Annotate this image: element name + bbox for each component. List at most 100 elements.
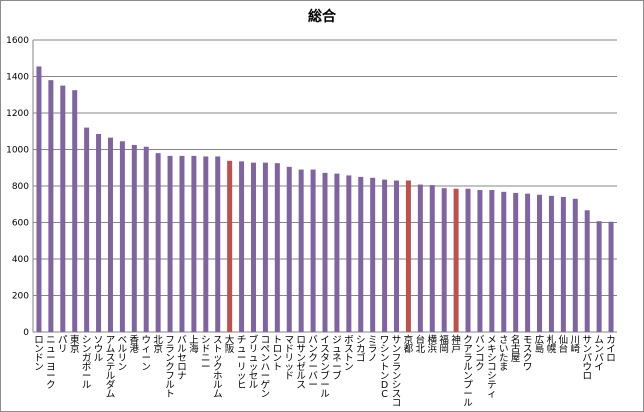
bar	[441, 188, 447, 332]
bar	[346, 175, 352, 332]
bar	[203, 156, 209, 332]
x-category-label: パリ	[58, 335, 68, 355]
x-category-label: イスタンブール	[320, 335, 330, 400]
bar	[525, 193, 531, 332]
bar	[429, 185, 435, 332]
bar	[262, 162, 268, 332]
y-tick-label: 1000	[6, 146, 29, 156]
x-category-label: 札幌	[547, 334, 557, 355]
y-tick-label: 0	[23, 328, 29, 338]
y-tick-label: 1600	[6, 36, 29, 46]
bar	[215, 156, 221, 332]
bar	[286, 166, 292, 332]
x-category-label: 名古屋	[511, 334, 521, 364]
x-category-label: モスクワ	[523, 335, 533, 373]
bar	[298, 169, 304, 332]
bar	[72, 90, 78, 332]
x-category-label: 横浜	[428, 334, 438, 355]
x-category-label: ジュネーブ	[332, 335, 342, 382]
x-category-label: ワシントン D C	[380, 335, 390, 400]
x-category-label: 川崎	[571, 335, 581, 355]
x-category-label: メキシコシティ	[487, 335, 497, 400]
x-category-label: カイロ	[606, 335, 616, 364]
bar	[465, 188, 471, 332]
y-tick-label: 200	[12, 292, 29, 302]
bar	[477, 190, 483, 332]
bar	[310, 169, 316, 332]
x-category-label: ムンバイ	[594, 335, 604, 373]
x-category-label: シドニー	[201, 335, 211, 373]
x-category-label: 上海	[189, 335, 199, 355]
bar	[155, 153, 161, 332]
bar	[250, 162, 256, 332]
x-category-label: 広島	[535, 334, 545, 355]
bar	[501, 191, 507, 332]
x-category-label: シンガポール	[82, 335, 92, 391]
x-category-label: 北京	[153, 335, 163, 355]
bar	[179, 155, 185, 332]
x-category-label: ミラノ	[368, 335, 378, 364]
x-category-label: ベルリン	[118, 335, 128, 373]
x-category-label: ボストン	[344, 335, 354, 373]
y-tick-label: 600	[12, 219, 29, 229]
x-category-label: サンパウロ	[582, 335, 592, 382]
x-category-label: ウィーン	[141, 335, 151, 373]
bar	[584, 210, 590, 332]
x-category-label: 福岡	[439, 334, 449, 355]
bar	[358, 176, 364, 332]
bar	[453, 188, 459, 332]
bar	[394, 180, 400, 332]
bar	[334, 173, 340, 332]
y-tick-label: 1400	[6, 73, 29, 83]
bar	[382, 179, 388, 332]
bar	[60, 85, 66, 332]
x-category-label: バンコク	[475, 335, 485, 373]
bar	[107, 137, 113, 332]
bar	[239, 161, 245, 332]
x-category-label: バルセロナ	[177, 335, 187, 382]
x-category-label: 神戸	[451, 334, 461, 355]
bar	[119, 141, 125, 332]
bar	[96, 133, 102, 332]
bar	[370, 177, 376, 332]
x-category-label: マドリッド	[284, 335, 294, 382]
bar	[322, 172, 328, 332]
bar	[572, 198, 578, 332]
y-tick-label: 800	[12, 182, 29, 192]
x-category-label: 香港	[130, 335, 140, 355]
bar	[537, 194, 543, 332]
x-category-label: フランクフルト	[165, 335, 175, 400]
bar	[596, 221, 602, 332]
bar	[131, 144, 137, 332]
x-category-label: アムステルダム	[106, 335, 116, 400]
x-category-label: ソウル	[94, 335, 104, 364]
x-category-label: シカゴ	[356, 335, 366, 364]
bar	[167, 155, 173, 332]
bar	[84, 127, 90, 332]
x-category-label: 東京	[70, 334, 80, 355]
x-category-label: 仙台	[559, 334, 569, 355]
bar	[274, 163, 280, 332]
bar	[417, 184, 423, 332]
x-category-label: クアラルンプール	[463, 335, 473, 409]
x-category-label: 大阪	[225, 334, 235, 355]
x-category-label: ストックホルム	[213, 335, 223, 400]
x-category-label: サンフランシスコ	[392, 335, 402, 409]
bar	[36, 66, 42, 333]
x-category-label: バンクーバー	[308, 335, 318, 391]
y-tick-label: 400	[12, 255, 29, 265]
x-category-label: ブリュッセル	[249, 334, 259, 391]
bar	[405, 180, 411, 332]
x-category-label: トロント	[273, 335, 283, 373]
bar	[191, 155, 197, 332]
bar	[513, 192, 519, 332]
x-category-label: 京都	[404, 334, 414, 355]
x-category-label: コペンハーゲン	[261, 335, 271, 400]
x-category-label: ロンドン	[34, 335, 44, 373]
bar	[227, 160, 233, 332]
bar	[48, 80, 54, 333]
y-tick-label: 1200	[6, 109, 29, 119]
x-category-label: ニューヨーク	[46, 335, 56, 391]
chart-title: 総合	[308, 9, 336, 25]
